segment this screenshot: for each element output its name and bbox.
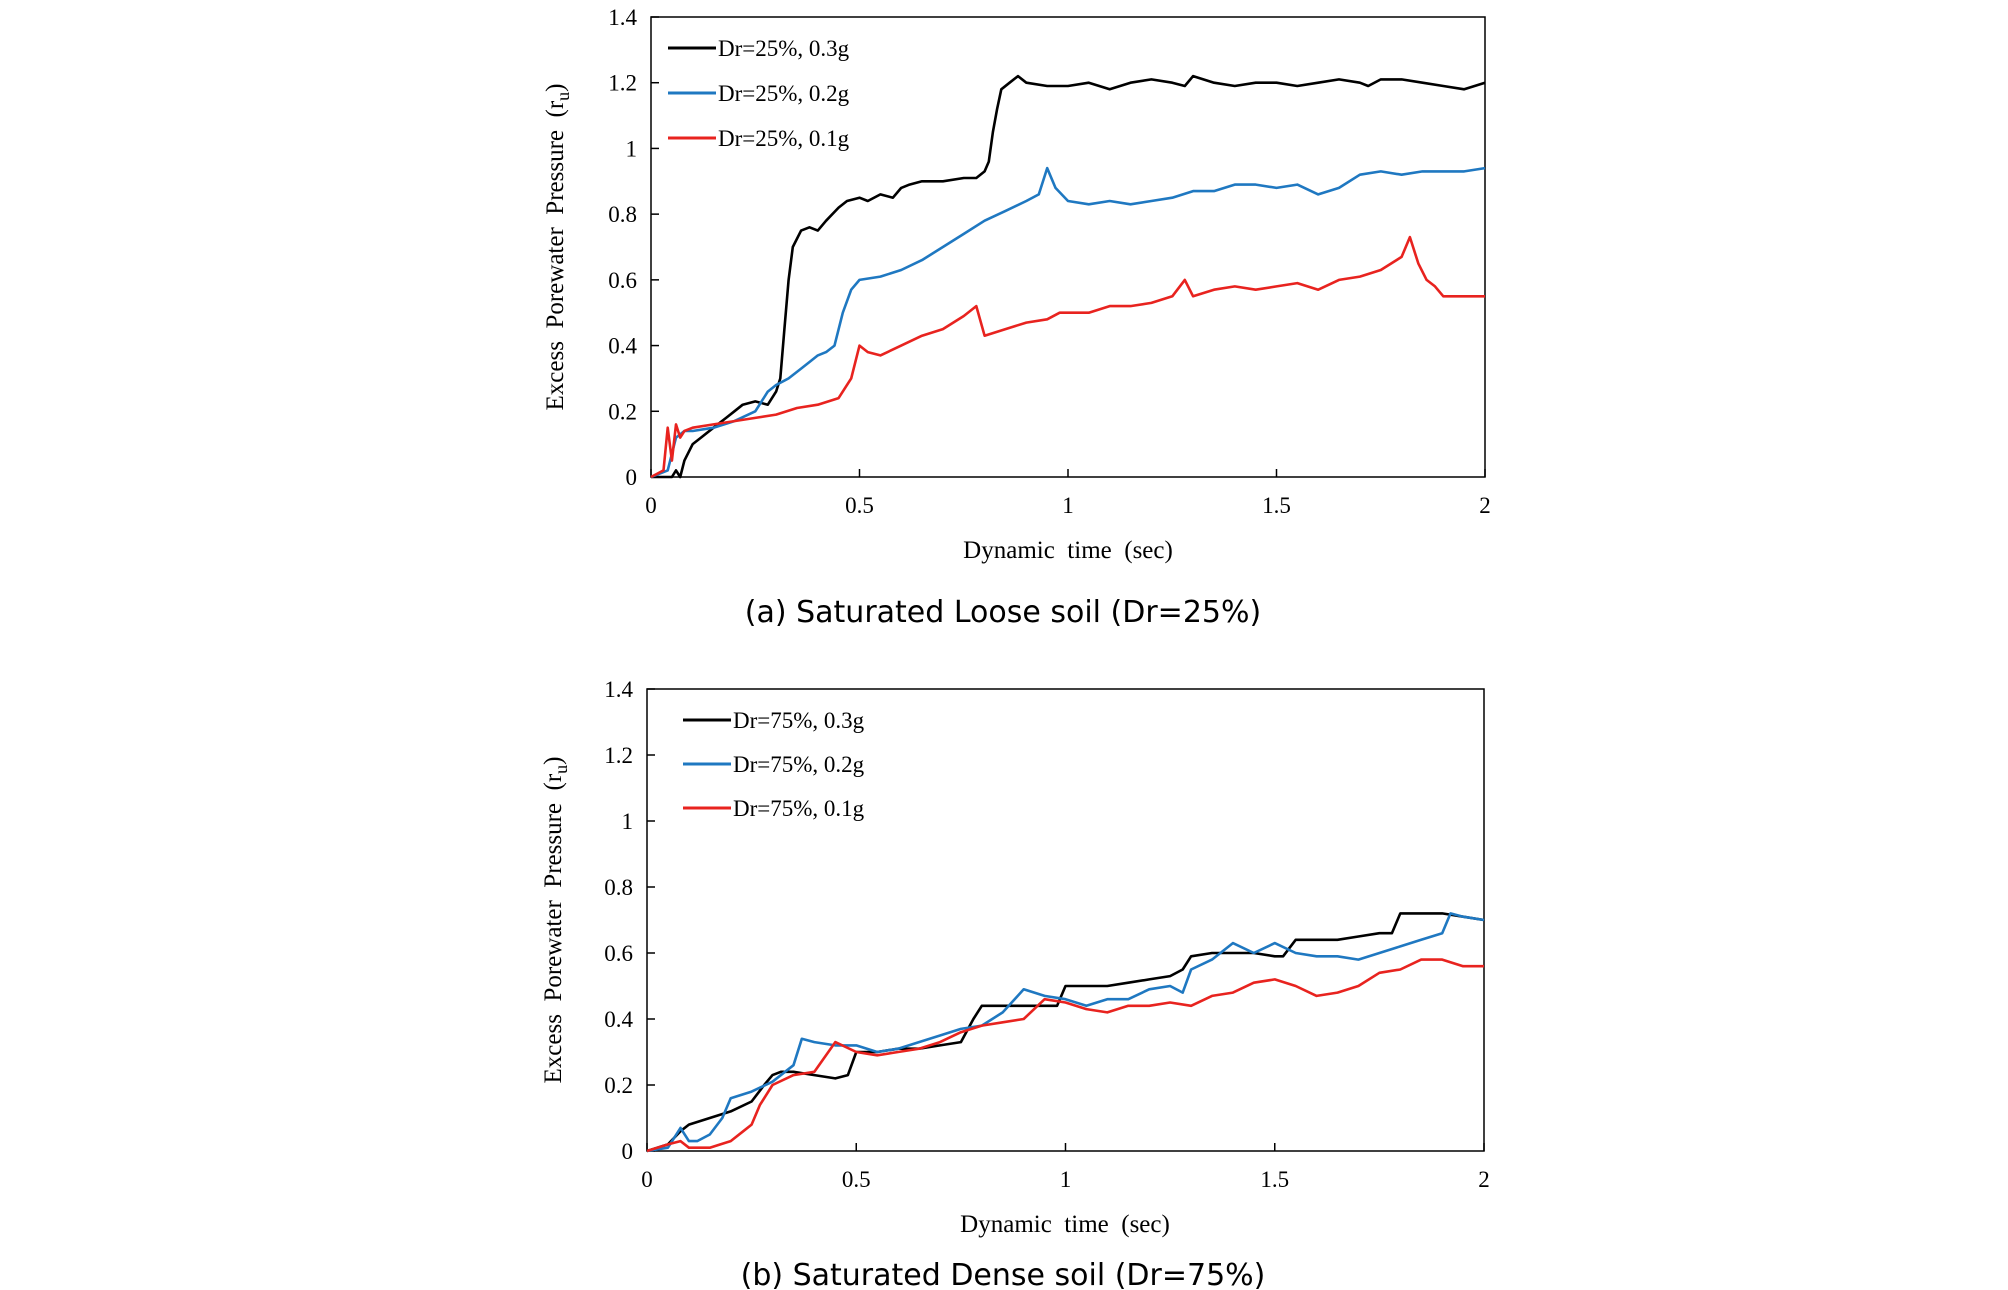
y-axis-a: 0 0.2 0.4 0.6 0.8 1 1.2 1.4 — [608, 5, 659, 490]
y-tick-label: 1.4 — [604, 677, 633, 702]
y-tick-label: 0.8 — [608, 202, 637, 227]
caption-b: (b) Saturated Dense soil (Dr=75%) — [741, 1258, 1266, 1290]
series-line-2 — [646, 912, 1485, 1153]
x-tick-label: 0.5 — [845, 493, 874, 518]
y-axis-label-a: Excess Porewater Pressure (ru) — [542, 84, 573, 411]
series-line-1 — [651, 74, 1486, 479]
y-axis-b: 0 0.2 0.4 0.6 0.8 1 1.2 1.4 — [604, 677, 655, 1164]
series-line-3 — [646, 958, 1484, 1153]
y-tick-label: 1.2 — [604, 743, 633, 768]
y-axis-label-a-main: Excess Porewater Pressure (r — [542, 100, 569, 410]
series-lines-a — [650, 74, 1486, 479]
x-axis-label-b: Dynamic time (sec) — [960, 1211, 1170, 1238]
y-tick-label: 0 — [622, 1139, 634, 1164]
x-tick-label: 2 — [1479, 493, 1491, 518]
x-tick-label: 0.5 — [842, 1167, 871, 1192]
y-axis-label-b-sub: u — [551, 765, 571, 774]
x-tick-label: 0 — [645, 493, 657, 518]
legend-label: Dr=75%, 0.3g — [733, 708, 865, 733]
y-axis-label-a-close: ) — [542, 84, 569, 92]
y-tick-label: 0.2 — [608, 399, 637, 424]
y-tick-label: 1 — [626, 136, 638, 161]
caption-a: (a) Saturated Loose soil (Dr=25%) — [745, 595, 1261, 630]
series-lines-b — [646, 912, 1485, 1153]
x-axis-b: 0 0.5 1 1.5 2 — [641, 1143, 1490, 1192]
y-tick-label: 0.4 — [608, 334, 637, 359]
legend-label: Dr=75%, 0.2g — [733, 752, 865, 777]
y-tick-label: 0.6 — [604, 941, 633, 966]
y-axis-label-a-sub: u — [553, 92, 573, 101]
legend-a: Dr=25%, 0.3g Dr=25%, 0.2g Dr=25%, 0.1g — [668, 36, 850, 151]
x-tick-label: 1 — [1060, 1167, 1072, 1192]
y-tick-label: 0 — [626, 465, 638, 490]
legend-label: Dr=25%, 0.1g — [718, 126, 850, 151]
y-axis-label-b-main: Excess Porewater Pressure (r — [540, 773, 567, 1083]
x-tick-label: 1 — [1062, 493, 1074, 518]
x-axis-label-a: Dynamic time (sec) — [963, 537, 1173, 564]
legend-label: Dr=25%, 0.3g — [718, 36, 850, 61]
y-axis-label-b: Excess Porewater Pressure (ru) — [540, 757, 571, 1084]
y-tick-label: 0.8 — [604, 875, 633, 900]
x-tick-label: 0 — [641, 1167, 653, 1192]
legend-b: Dr=75%, 0.3g Dr=75%, 0.2g Dr=75%, 0.1g — [683, 708, 865, 821]
y-tick-label: 1.4 — [608, 5, 637, 30]
legend-label: Dr=25%, 0.2g — [718, 81, 850, 106]
series-line-2 — [650, 166, 1486, 479]
chart-a: 0 0.5 1 1.5 2 0 0.2 0.4 0.6 0.8 1 1.2 1.4 Dr=25%, 0… — [542, 5, 1491, 630]
x-tick-label: 2 — [1478, 1167, 1490, 1192]
x-tick-label: 1.5 — [1260, 1167, 1289, 1192]
chart-b: 0 0.5 1 1.5 2 0 0.2 0.4 0.6 0.8 1 1.2 1.4 Dr=75%, 0… — [540, 677, 1490, 1290]
y-tick-label: 0.6 — [608, 268, 637, 293]
y-tick-label: 0.2 — [604, 1073, 633, 1098]
y-tick-label: 0.4 — [604, 1007, 633, 1032]
legend-label: Dr=75%, 0.1g — [733, 796, 865, 821]
y-axis-label-b-close: ) — [540, 757, 567, 765]
series-line-1 — [646, 912, 1485, 1153]
x-axis-a: 0 0.5 1 1.5 2 — [645, 469, 1491, 518]
series-line-3 — [650, 235, 1485, 479]
x-tick-label: 1.5 — [1262, 493, 1291, 518]
y-tick-label: 1.2 — [608, 71, 637, 96]
y-tick-label: 1 — [622, 809, 634, 834]
